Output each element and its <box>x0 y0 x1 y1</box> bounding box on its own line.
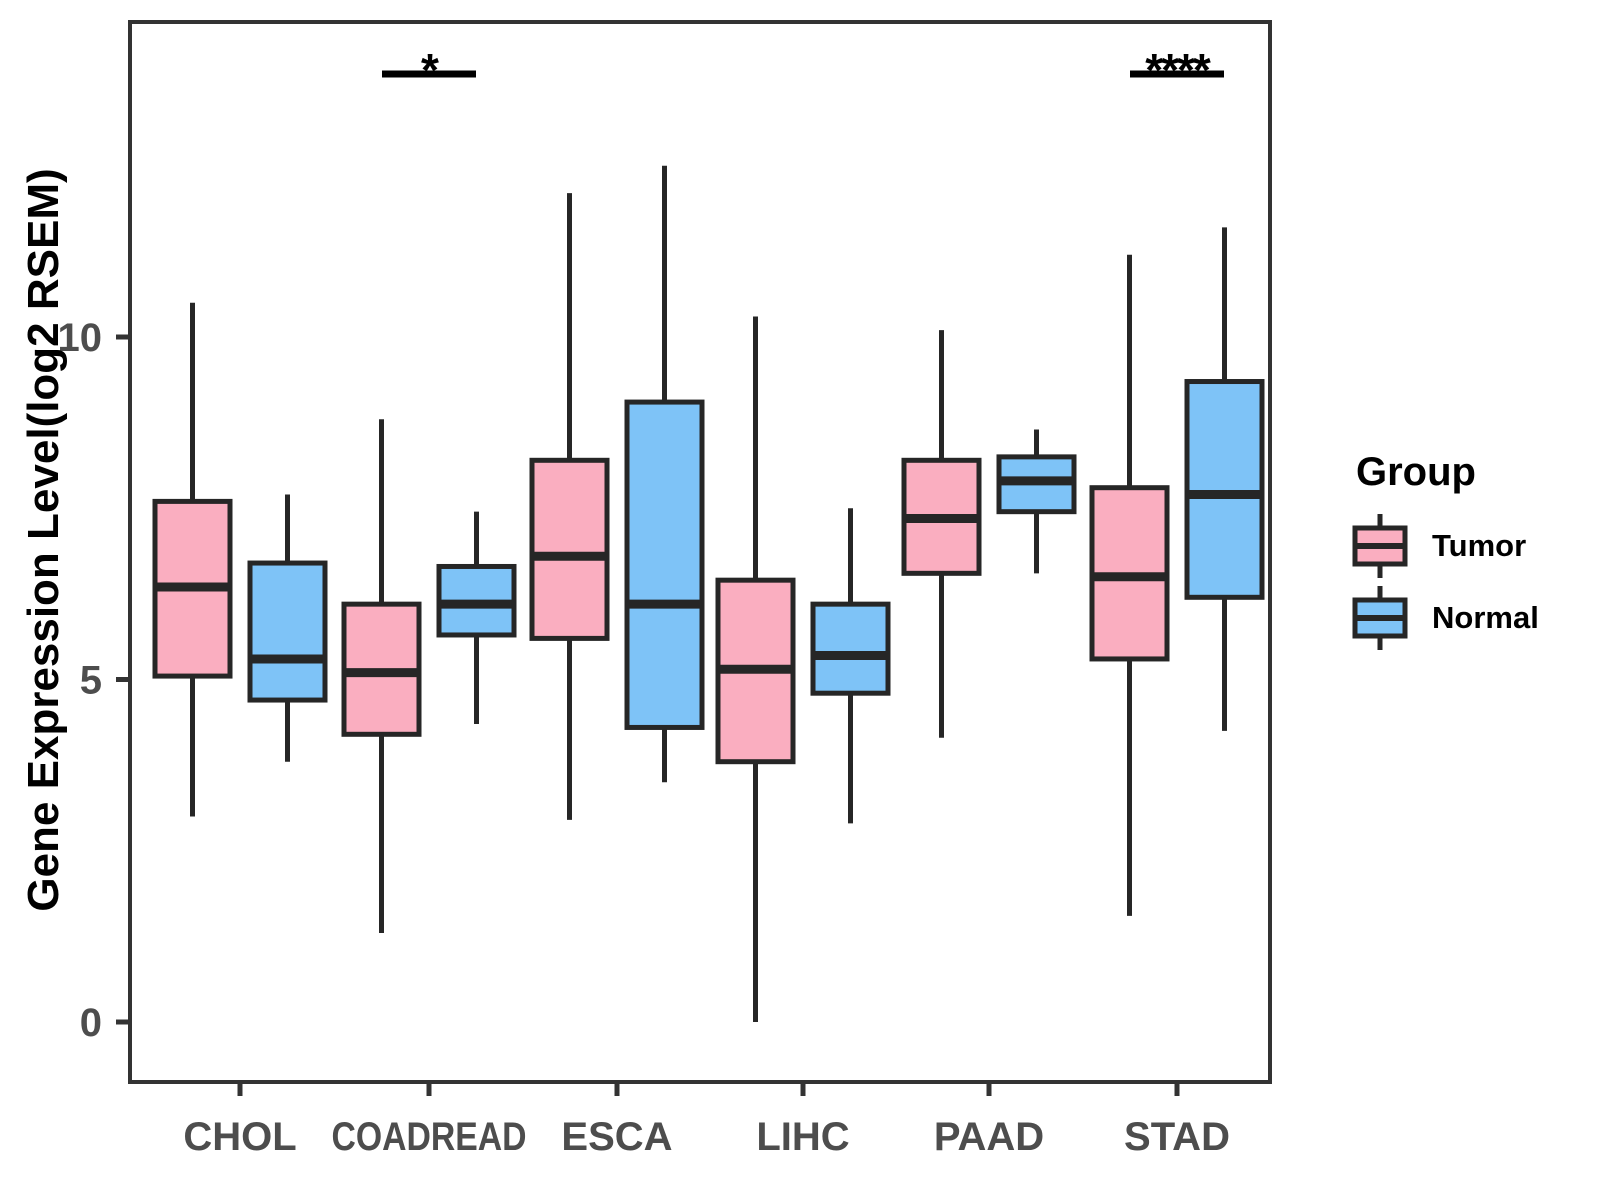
y-tick-label: 0 <box>80 1001 102 1045</box>
significance-stars-coadread: * <box>421 44 439 96</box>
y-axis-title: Gene Expression Level(log2 RSEM) <box>19 168 68 912</box>
box-normal-chol <box>247 560 328 703</box>
legend-item-label-tumor: Tumor <box>1432 528 1527 563</box>
box-normal-lihc <box>810 601 891 696</box>
x-tick-label-paad: PAAD <box>934 1115 1044 1159</box>
box-normal-esca <box>624 399 705 730</box>
x-tick-label-coadread: COADREAD <box>332 1115 527 1159</box>
panel-border <box>128 20 1272 1084</box>
significance-stars-stad: **** <box>1145 44 1211 96</box>
legend: Group Tumor Normal <box>1350 450 1539 657</box>
x-tick-label-chol: CHOL <box>183 1115 296 1159</box>
box-tumor-esca <box>529 457 610 641</box>
y-tick-label: 10 <box>58 316 103 360</box>
legend-item-tumor: Tumor <box>1350 513 1539 579</box>
x-tick-label-esca: ESCA <box>561 1115 672 1159</box>
tumor-boxplot-key-icon <box>1352 514 1408 578</box>
normal-boxplot-key-icon <box>1352 586 1408 650</box>
x-tick-label-lihc: LIHC <box>756 1115 849 1159</box>
legend-item-normal: Normal <box>1350 585 1539 651</box>
legend-title: Group <box>1356 450 1476 494</box>
box-normal-stad <box>1184 379 1265 600</box>
legend-item-label-normal: Normal <box>1432 600 1539 635</box>
x-tick-label-stad: STAD <box>1124 1115 1230 1159</box>
y-tick-label: 5 <box>80 659 102 703</box>
